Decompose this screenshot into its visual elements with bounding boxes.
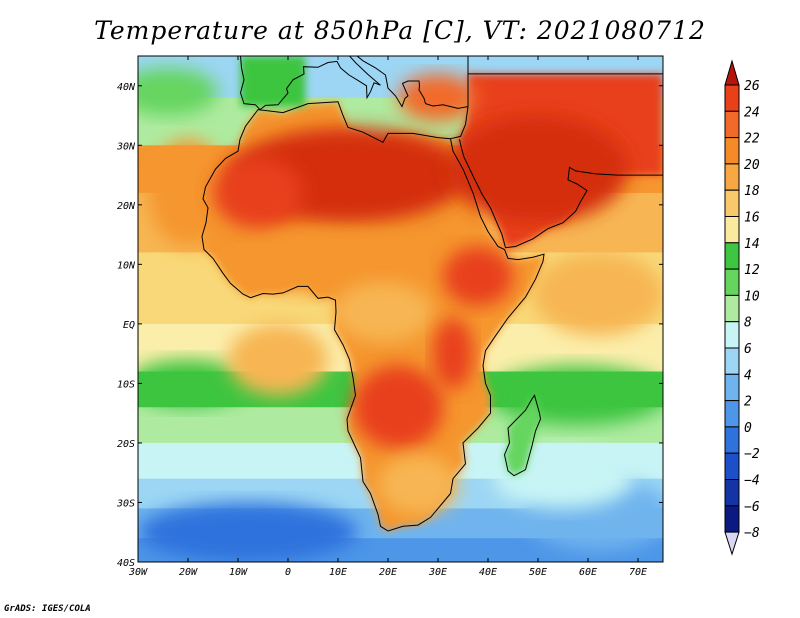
x-tick-label: 20E bbox=[379, 567, 397, 578]
blob-nw-green bbox=[138, 67, 218, 116]
blob-eastafrica-red bbox=[433, 317, 473, 390]
x-tick-label: 10W bbox=[229, 567, 248, 578]
map-title: Temperature at 850hPa [C], VT: 202108071… bbox=[94, 16, 706, 45]
x-tick-label: 30W bbox=[128, 567, 148, 578]
blob-arabia-deep-red bbox=[448, 115, 628, 223]
colorbar-label: −2 bbox=[744, 447, 760, 462]
blob-io-orange bbox=[533, 252, 663, 336]
colorbar-label: −8 bbox=[744, 526, 760, 541]
y-tick-label: 20S bbox=[117, 439, 135, 450]
y-tick-label: 40N bbox=[117, 82, 136, 93]
blob-sahel-orange bbox=[238, 234, 438, 295]
colorbar-segment bbox=[724, 84, 740, 112]
colorbar-segment bbox=[724, 216, 740, 244]
colorbar-label: 4 bbox=[744, 368, 752, 383]
blob-west-sahara-red bbox=[213, 157, 303, 229]
madagascar-land-fill bbox=[504, 395, 541, 476]
colorbar-segment bbox=[724, 505, 740, 533]
x-tick-label: 40E bbox=[479, 567, 497, 578]
colorbar-segment bbox=[724, 137, 740, 165]
x-tick-label: 70E bbox=[629, 567, 647, 578]
blob-sw-deep-blue bbox=[138, 502, 358, 562]
colorbar-label: −6 bbox=[744, 500, 760, 515]
colorbar-segment bbox=[724, 321, 740, 349]
europe-coastline bbox=[239, 56, 469, 111]
colorbar-segment bbox=[724, 479, 740, 507]
y-tick-label: 10N bbox=[117, 260, 136, 271]
colorbar-segment bbox=[724, 110, 740, 139]
colorbar-segment bbox=[724, 189, 740, 217]
colorbar-segment bbox=[724, 294, 740, 323]
colorbar-label: 18 bbox=[744, 184, 760, 199]
blob-west-green bbox=[138, 359, 248, 408]
colorbar-segment bbox=[724, 426, 740, 454]
x-tick-label: 20W bbox=[179, 567, 198, 578]
iberia-land-fill bbox=[240, 56, 306, 107]
grads-credit: GrADS: IGES/COLA bbox=[4, 604, 91, 614]
colorbar-segment bbox=[724, 452, 740, 481]
colorbar-label: 14 bbox=[744, 237, 760, 252]
madagascar-coastline bbox=[503, 394, 542, 477]
colorbar-segment bbox=[724, 242, 740, 270]
map-frame bbox=[137, 55, 664, 563]
colorbar-label: 20 bbox=[744, 158, 760, 173]
y-tick-label: EQ bbox=[123, 320, 135, 331]
colorbar-top-arrow bbox=[724, 59, 740, 86]
colorbar-segment bbox=[724, 347, 740, 375]
x-tick-label: 10E bbox=[329, 567, 347, 578]
blob-angola-red bbox=[353, 365, 443, 449]
x-tick-label: 30E bbox=[428, 567, 447, 578]
arabia-coastline bbox=[450, 73, 663, 249]
colorbar-label: 26 bbox=[744, 79, 760, 94]
y-tick-label: 10S bbox=[117, 379, 135, 390]
colorbar-label: −4 bbox=[744, 474, 760, 489]
colorbar-bottom-arrow bbox=[724, 531, 740, 556]
colorbar-label: 16 bbox=[744, 211, 760, 226]
y-tick-label: 20N bbox=[117, 201, 136, 212]
colorbar-label: 12 bbox=[744, 263, 760, 278]
y-tick-label: 30N bbox=[116, 141, 136, 152]
colorbar-label: 6 bbox=[744, 342, 752, 357]
blob-atl-orange bbox=[228, 323, 328, 396]
blob-congo-light bbox=[333, 282, 433, 342]
colorbar-segment bbox=[724, 163, 740, 191]
blob-east-green bbox=[488, 365, 663, 426]
colorbar-label: 22 bbox=[744, 132, 760, 147]
colorbar-label: 8 bbox=[744, 316, 752, 331]
x-tick-label: 60E bbox=[579, 567, 597, 578]
y-tick-label: 40S bbox=[117, 558, 135, 569]
blob-southern-light bbox=[378, 454, 458, 515]
y-tick-label: 30S bbox=[116, 498, 135, 509]
coastlines bbox=[201, 56, 663, 532]
x-tick-label: 0 bbox=[285, 567, 291, 578]
colorbar-segment bbox=[724, 373, 740, 402]
temperature-field bbox=[138, 56, 663, 562]
longitude-axis: 30W 20W 10W 0 10E 20E 30E 40E 50E 60E 70E bbox=[128, 56, 647, 578]
colorbar-label: 10 bbox=[744, 289, 760, 304]
x-tick-label: 50E bbox=[529, 567, 547, 578]
colorbar-label: 2 bbox=[744, 395, 752, 410]
colorbar-label: 0 bbox=[744, 421, 752, 436]
colorbar-segment bbox=[724, 268, 740, 296]
africa-coastline bbox=[201, 101, 545, 532]
colorbar-label: 24 bbox=[744, 105, 760, 120]
blob-mediterranean-red bbox=[398, 73, 478, 122]
blob-se-pale bbox=[493, 448, 633, 509]
blob-ethiopia-red bbox=[443, 246, 513, 307]
colorbar-segment bbox=[724, 400, 740, 428]
latitude-axis: 40N 30N 20N 10N EQ 10S 20S 30S 40S bbox=[116, 82, 663, 569]
